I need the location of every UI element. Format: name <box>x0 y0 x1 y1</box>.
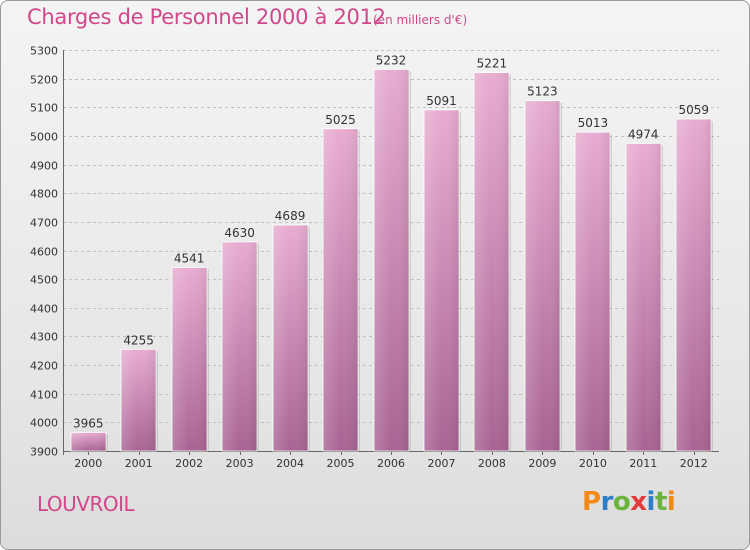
proxiti-logo: Proxiti <box>582 487 676 517</box>
bar-highlight <box>71 432 106 451</box>
data-label: 4689 <box>275 209 306 223</box>
x-tick-label: 2009 <box>528 457 556 470</box>
chart-title: Charges de Personnel 2000 à 2012 <box>27 5 386 29</box>
bar-highlight <box>676 119 711 451</box>
x-tick-label: 2005 <box>327 457 355 470</box>
bar-highlight <box>575 132 610 451</box>
y-tick-label: 5100 <box>30 102 58 115</box>
bar-highlight <box>172 267 207 451</box>
chart-subtitle: (en milliers d'€) <box>373 13 468 27</box>
y-tick-label: 4000 <box>30 417 58 430</box>
data-label: 4541 <box>174 251 205 265</box>
x-tick-label: 2003 <box>226 457 254 470</box>
y-tick-label: 4200 <box>30 360 58 373</box>
logo-letter: r <box>600 487 614 517</box>
logo-letter: i <box>666 487 676 517</box>
y-tick-label: 4900 <box>30 160 58 173</box>
bar-highlight <box>626 143 661 451</box>
bar-highlight <box>323 128 358 451</box>
x-tick-label: 2001 <box>125 457 153 470</box>
data-label: 4630 <box>224 226 255 240</box>
y-tick-label: 4100 <box>30 389 58 402</box>
y-tick-label: 4500 <box>30 274 58 287</box>
data-label: 3965 <box>73 416 104 430</box>
x-tick-label: 2008 <box>478 457 506 470</box>
data-label: 5025 <box>325 113 356 127</box>
data-label: 5232 <box>376 53 407 67</box>
y-tick-label: 3900 <box>30 446 58 459</box>
x-tick-label: 2011 <box>629 457 657 470</box>
x-tick-label: 2000 <box>74 457 102 470</box>
bar-highlight <box>222 241 257 451</box>
x-tick-label: 2012 <box>680 457 708 470</box>
x-tick-label: 2010 <box>579 457 607 470</box>
x-tick-label: 2002 <box>175 457 203 470</box>
bar-highlight <box>374 69 409 451</box>
y-tick-label: 4600 <box>30 246 58 259</box>
x-tick-label: 2006 <box>377 457 405 470</box>
logo-letter: x <box>630 487 647 517</box>
y-tick-label: 5300 <box>30 45 58 58</box>
data-label: 5013 <box>578 116 609 130</box>
data-label: 5221 <box>477 57 508 71</box>
axes: 3900 4000 4100 4200 4300 4400 4500 4600 4700 4800… <box>30 45 719 470</box>
data-labels: 3965 4255 4541 4630 4689 5025 5232 5091 5221 5123… <box>73 53 709 430</box>
y-tick-label: 5000 <box>30 131 58 144</box>
data-label: 5123 <box>527 85 558 99</box>
logo-letter: o <box>612 487 631 517</box>
x-tick-label: 2007 <box>427 457 455 470</box>
logo-letter: i <box>646 487 656 517</box>
x-tick-label: 2004 <box>276 457 304 470</box>
bar-highlight <box>121 349 156 451</box>
y-tick-label: 4800 <box>30 188 58 201</box>
logo-letter: P <box>582 487 601 517</box>
data-label: 5059 <box>678 103 709 117</box>
logo-letter: t <box>654 487 667 517</box>
bar-highlight <box>474 72 509 451</box>
y-tick-label: 4300 <box>30 331 58 344</box>
y-tick-label: 4400 <box>30 303 58 316</box>
bar-highlight <box>273 225 308 451</box>
bar-highlight <box>525 100 560 451</box>
data-label: 5091 <box>426 94 457 108</box>
y-tick-label: 4700 <box>30 217 58 230</box>
bar-highlight <box>424 109 459 451</box>
data-label: 4974 <box>628 127 659 141</box>
city-name: LOUVROIL <box>37 492 135 516</box>
bars <box>70 69 713 452</box>
y-tick-label: 5200 <box>30 74 58 87</box>
data-label: 4255 <box>123 333 154 347</box>
